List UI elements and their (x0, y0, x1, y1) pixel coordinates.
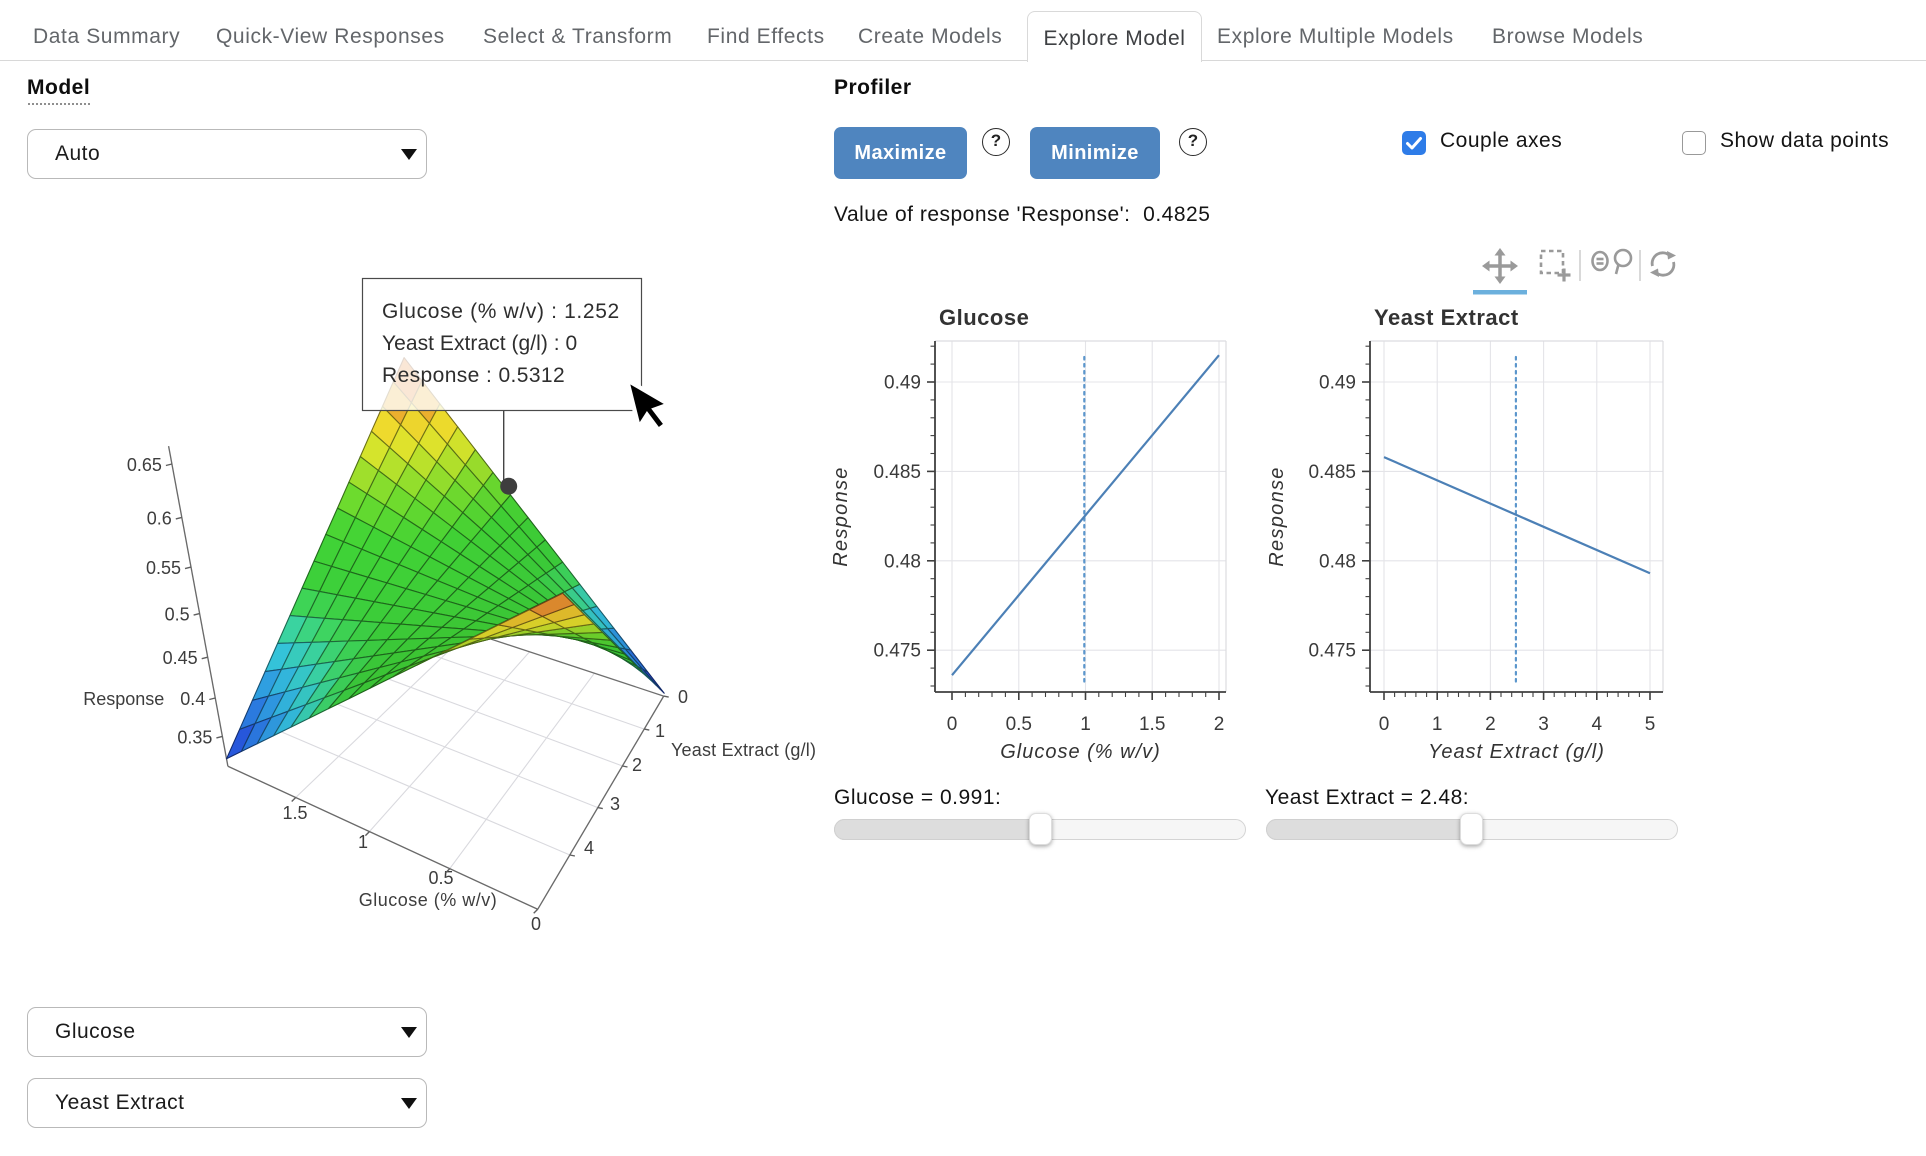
svg-text:1.5: 1.5 (282, 803, 307, 823)
svg-text:0.48: 0.48 (884, 551, 921, 572)
svg-text:Glucose (% w/v): Glucose (% w/v) (1000, 741, 1161, 763)
svg-text:0.485: 0.485 (873, 462, 921, 483)
svg-text:Yeast Extract (g/l) : 0: Yeast Extract (g/l) : 0 (382, 332, 577, 355)
svg-text:0.485: 0.485 (1308, 462, 1356, 483)
svg-text:Yeast Extract: Yeast Extract (1374, 305, 1519, 330)
svg-text:5: 5 (1645, 714, 1656, 735)
svg-text:2: 2 (1214, 714, 1225, 735)
svg-text:0: 0 (678, 687, 688, 707)
svg-text:0.5: 0.5 (1006, 714, 1032, 735)
svg-text:0.49: 0.49 (1319, 373, 1356, 394)
svg-text:1.5: 1.5 (1139, 714, 1165, 735)
svg-text:0.475: 0.475 (873, 641, 921, 662)
svg-text:2: 2 (1485, 714, 1496, 735)
svg-text:1: 1 (1432, 714, 1443, 735)
svg-text:0.49: 0.49 (884, 373, 921, 394)
svg-text:0.55: 0.55 (146, 558, 181, 578)
svg-text:0: 0 (947, 714, 958, 735)
svg-text:Response : 0.5312: Response : 0.5312 (382, 364, 565, 387)
svg-text:0.5: 0.5 (428, 868, 453, 888)
svg-text:Yeast Extract (g/l): Yeast Extract (g/l) (1428, 741, 1605, 763)
svg-text:1: 1 (1080, 714, 1091, 735)
svg-text:0.65: 0.65 (127, 455, 162, 475)
svg-text:Yeast Extract (g/l): Yeast Extract (g/l) (671, 740, 816, 760)
svg-text:0.4: 0.4 (180, 689, 205, 709)
svg-text:0: 0 (531, 914, 541, 934)
svg-text:Glucose (% w/v) : 1.252: Glucose (% w/v) : 1.252 (382, 300, 620, 323)
svg-text:0.5: 0.5 (165, 605, 190, 625)
svg-text:Response: Response (1266, 466, 1288, 566)
svg-text:0.45: 0.45 (163, 648, 198, 668)
svg-text:0.48: 0.48 (1319, 551, 1356, 572)
svg-text:0: 0 (1379, 714, 1390, 735)
svg-text:4: 4 (1592, 714, 1603, 735)
svg-text:4: 4 (584, 838, 594, 858)
svg-text:0.35: 0.35 (177, 727, 212, 747)
svg-text:1: 1 (655, 721, 665, 741)
svg-text:Glucose (% w/v): Glucose (% w/v) (359, 890, 498, 910)
svg-text:Response: Response (83, 689, 164, 709)
svg-text:0.6: 0.6 (147, 508, 172, 528)
svg-text:Response: Response (830, 466, 852, 566)
svg-text:Glucose: Glucose (939, 305, 1029, 330)
svg-text:1: 1 (358, 832, 368, 852)
svg-text:0.475: 0.475 (1308, 641, 1356, 662)
svg-text:2: 2 (632, 755, 642, 775)
svg-text:3: 3 (610, 794, 620, 814)
svg-text:3: 3 (1538, 714, 1549, 735)
